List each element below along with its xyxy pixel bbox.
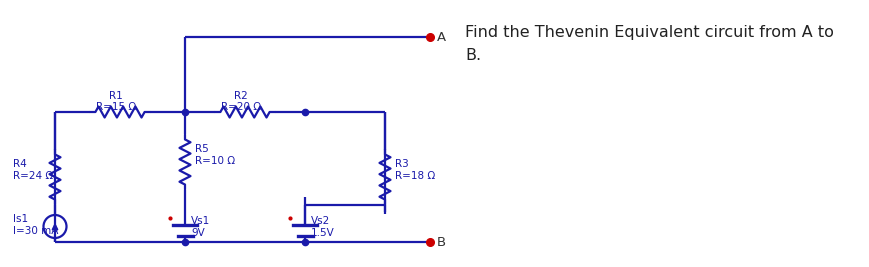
Text: I=30 mA: I=30 mA — [13, 226, 58, 237]
Text: R=10 Ω: R=10 Ω — [195, 156, 235, 166]
Text: R2: R2 — [234, 91, 248, 101]
Text: -: - — [180, 231, 184, 241]
Text: Vs1: Vs1 — [191, 215, 210, 226]
Text: R=24 Ω: R=24 Ω — [13, 171, 53, 181]
Text: R5: R5 — [195, 144, 209, 154]
Text: 9V: 9V — [191, 227, 205, 238]
Text: A: A — [437, 30, 446, 44]
Text: R1: R1 — [109, 91, 123, 101]
Text: Vs2: Vs2 — [311, 215, 330, 226]
Text: R=15 Ω: R=15 Ω — [96, 102, 136, 112]
Text: B: B — [437, 235, 446, 249]
Text: -: - — [300, 231, 304, 241]
Text: R=20 Ω: R=20 Ω — [221, 102, 261, 112]
Text: Find the Thevenin Equivalent circuit from A to
B.: Find the Thevenin Equivalent circuit fro… — [465, 25, 834, 63]
Text: Is1: Is1 — [13, 214, 28, 223]
Text: R4: R4 — [13, 159, 27, 169]
Text: R3: R3 — [395, 159, 408, 169]
Text: R=18 Ω: R=18 Ω — [395, 171, 435, 181]
Text: 1.5V: 1.5V — [311, 227, 335, 238]
